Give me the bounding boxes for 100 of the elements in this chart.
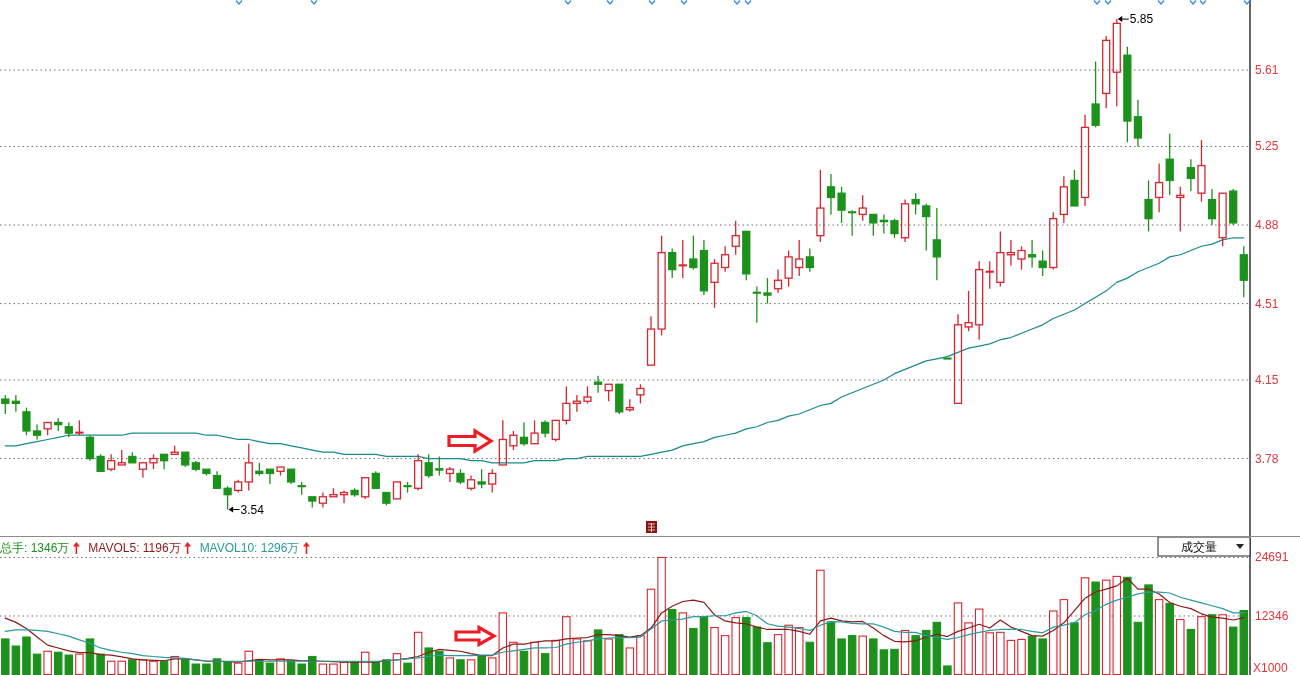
bar (202, 663, 211, 675)
candlestick (1133, 99, 1143, 148)
candlestick (847, 209, 857, 237)
bar (858, 635, 867, 675)
bar (530, 641, 539, 675)
bar (667, 609, 677, 675)
candlestick (1080, 113, 1090, 207)
bar (625, 647, 635, 675)
bar (911, 635, 920, 675)
bar (445, 657, 455, 675)
bar (96, 653, 105, 675)
bar (540, 653, 550, 675)
bar (1207, 614, 1217, 675)
bar (943, 665, 952, 675)
bar (953, 602, 963, 675)
y-tick-label: 12346 (1255, 608, 1289, 623)
bar (816, 569, 825, 675)
bar (636, 635, 645, 675)
bar (265, 662, 275, 675)
bar (996, 631, 1005, 675)
y-tick-label: 4.88 (1255, 218, 1279, 233)
bar (562, 616, 571, 675)
bar (466, 659, 476, 675)
bar (329, 663, 338, 675)
bar (1133, 621, 1143, 675)
bar (1197, 616, 1206, 675)
bar (794, 627, 804, 675)
bar (360, 651, 370, 675)
bar (646, 588, 656, 675)
y-tick-label: 4.15 (1255, 373, 1279, 388)
bar (159, 660, 169, 675)
bar (1091, 581, 1100, 675)
bar (509, 641, 518, 675)
bar (1070, 622, 1079, 675)
candlestick (826, 173, 836, 216)
candlestick (85, 434, 95, 462)
candlestick (1186, 158, 1196, 192)
bar (477, 654, 486, 675)
line-series (4, 237, 1245, 464)
bar (1144, 584, 1153, 675)
bar (731, 617, 740, 675)
bar (1186, 628, 1196, 675)
bar (1038, 638, 1047, 675)
bar (689, 627, 698, 675)
bar (890, 648, 899, 675)
text: MAVOL10: 1296万 (199, 541, 300, 555)
candlestick (318, 491, 328, 509)
bar (371, 661, 381, 675)
bar (435, 650, 444, 675)
bar (1218, 614, 1227, 675)
candlestick (1207, 188, 1217, 226)
annotation: 3.54 (240, 502, 265, 517)
candlestick (773, 268, 783, 294)
bar (752, 626, 762, 675)
bar (773, 634, 783, 675)
candlestick (699, 239, 709, 296)
bar (255, 659, 264, 675)
bar (678, 612, 688, 675)
candlestick (593, 375, 603, 394)
candlestick (339, 489, 349, 504)
bar (551, 639, 560, 675)
bar (805, 641, 815, 675)
candlestick (900, 198, 910, 243)
text: MAVOL5: 1196万 (88, 541, 181, 555)
bar (43, 650, 52, 675)
bar (720, 635, 730, 675)
bar (223, 661, 232, 675)
bar (869, 638, 878, 675)
candlestick (32, 423, 42, 441)
bar (837, 638, 846, 675)
bar (1176, 618, 1185, 675)
text: 总手: 1346万 (0, 541, 70, 555)
bar (699, 616, 709, 675)
bar (710, 627, 719, 675)
bar (1006, 639, 1016, 675)
bar (847, 635, 857, 675)
bar (604, 638, 613, 675)
bar (742, 617, 751, 675)
candlestick (1006, 239, 1016, 267)
bar (572, 638, 582, 675)
y-tick-label: 4.51 (1255, 296, 1279, 311)
y-tick-label: 24691 (1255, 550, 1289, 565)
candlestick (572, 394, 582, 413)
bar (1017, 638, 1026, 675)
bar (403, 662, 412, 675)
bar (583, 640, 592, 675)
candlestick (752, 285, 762, 324)
y-tick-label: 3.78 (1255, 451, 1279, 466)
bar (879, 649, 889, 675)
candlestick (720, 245, 730, 273)
bar (784, 624, 793, 675)
bar (657, 556, 666, 675)
bar (32, 653, 42, 675)
bar (1165, 602, 1174, 675)
line-series (4, 591, 1245, 662)
bar (350, 661, 359, 675)
bar (318, 663, 328, 675)
y-axis-title: X1000 (1253, 660, 1289, 675)
bar (593, 629, 603, 675)
bar (75, 653, 84, 675)
